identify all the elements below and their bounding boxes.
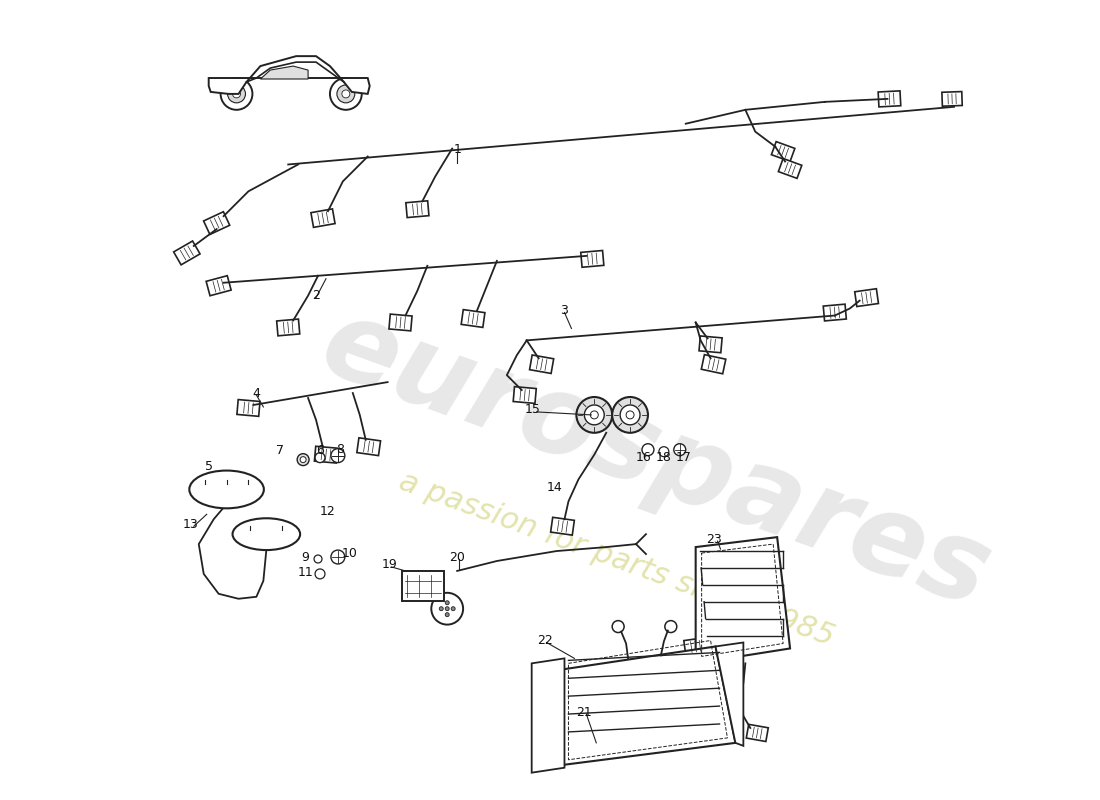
Circle shape [451,606,455,610]
FancyBboxPatch shape [551,518,574,535]
Text: 22: 22 [537,634,552,647]
Polygon shape [209,56,370,94]
Circle shape [331,550,345,564]
FancyBboxPatch shape [204,212,230,234]
Circle shape [431,593,463,625]
Text: 18: 18 [656,451,672,464]
FancyBboxPatch shape [698,336,722,353]
FancyBboxPatch shape [356,438,381,456]
Circle shape [273,526,292,543]
Circle shape [620,405,640,425]
Circle shape [626,411,634,419]
Circle shape [221,78,252,110]
FancyBboxPatch shape [878,91,901,107]
Text: 11: 11 [297,566,313,579]
Circle shape [314,555,322,563]
FancyBboxPatch shape [174,241,200,265]
FancyBboxPatch shape [403,571,444,601]
Circle shape [674,444,685,456]
Circle shape [331,449,345,462]
FancyBboxPatch shape [702,354,726,374]
Circle shape [297,454,309,466]
FancyBboxPatch shape [529,355,553,374]
FancyBboxPatch shape [389,314,412,331]
Circle shape [642,444,653,456]
Text: 5: 5 [205,460,212,473]
Circle shape [300,457,306,462]
Circle shape [315,453,324,462]
Text: 21: 21 [576,706,592,718]
FancyBboxPatch shape [823,304,846,321]
Circle shape [195,479,214,499]
Text: 15: 15 [525,403,540,417]
Circle shape [613,621,624,633]
Circle shape [664,621,676,633]
Text: 14: 14 [547,481,562,494]
Circle shape [278,530,286,538]
FancyBboxPatch shape [581,250,604,267]
FancyBboxPatch shape [406,201,429,218]
Text: 4: 4 [253,386,261,399]
Circle shape [243,485,253,494]
Ellipse shape [189,470,264,508]
Text: 8: 8 [336,443,344,456]
Circle shape [239,479,258,499]
Circle shape [613,397,648,433]
Text: 13: 13 [183,518,199,530]
Circle shape [221,485,232,494]
FancyBboxPatch shape [315,446,338,463]
Circle shape [584,405,604,425]
Text: 10: 10 [342,546,358,559]
Circle shape [228,85,245,103]
FancyBboxPatch shape [779,158,802,178]
Circle shape [576,397,613,433]
FancyBboxPatch shape [771,142,795,162]
Polygon shape [715,642,744,746]
Text: 12: 12 [320,505,336,518]
Circle shape [217,479,236,499]
FancyBboxPatch shape [746,724,768,742]
Text: 23: 23 [706,533,722,546]
Text: eurospares: eurospares [308,290,1004,630]
Circle shape [439,606,443,610]
Circle shape [330,78,362,110]
Circle shape [242,526,260,543]
Text: 19: 19 [382,558,397,571]
Text: 17: 17 [675,451,692,464]
Circle shape [446,601,449,605]
Text: 3: 3 [561,304,569,317]
Circle shape [342,90,350,98]
FancyBboxPatch shape [236,399,260,416]
Text: 1: 1 [453,143,461,156]
Polygon shape [695,537,790,663]
Text: 9: 9 [301,550,309,563]
Text: 2: 2 [312,289,320,302]
FancyBboxPatch shape [855,289,879,306]
Polygon shape [557,646,736,766]
Circle shape [446,613,449,617]
Polygon shape [261,66,308,79]
FancyBboxPatch shape [461,310,485,327]
Text: 6: 6 [316,444,323,457]
Circle shape [591,411,598,419]
FancyBboxPatch shape [277,319,299,336]
Polygon shape [531,658,564,773]
Circle shape [446,606,449,610]
Text: 16: 16 [636,451,652,464]
FancyBboxPatch shape [684,638,707,655]
FancyBboxPatch shape [514,386,537,403]
Circle shape [659,446,669,457]
Ellipse shape [232,518,300,550]
Circle shape [246,530,254,538]
Circle shape [200,485,210,494]
Text: 20: 20 [449,550,465,563]
Circle shape [232,90,241,98]
Circle shape [315,569,324,579]
FancyBboxPatch shape [942,91,962,106]
FancyBboxPatch shape [206,276,231,296]
Text: a passion for parts since 1985: a passion for parts since 1985 [395,466,838,651]
FancyBboxPatch shape [311,209,336,227]
Text: 7: 7 [276,444,284,457]
Circle shape [337,85,355,103]
